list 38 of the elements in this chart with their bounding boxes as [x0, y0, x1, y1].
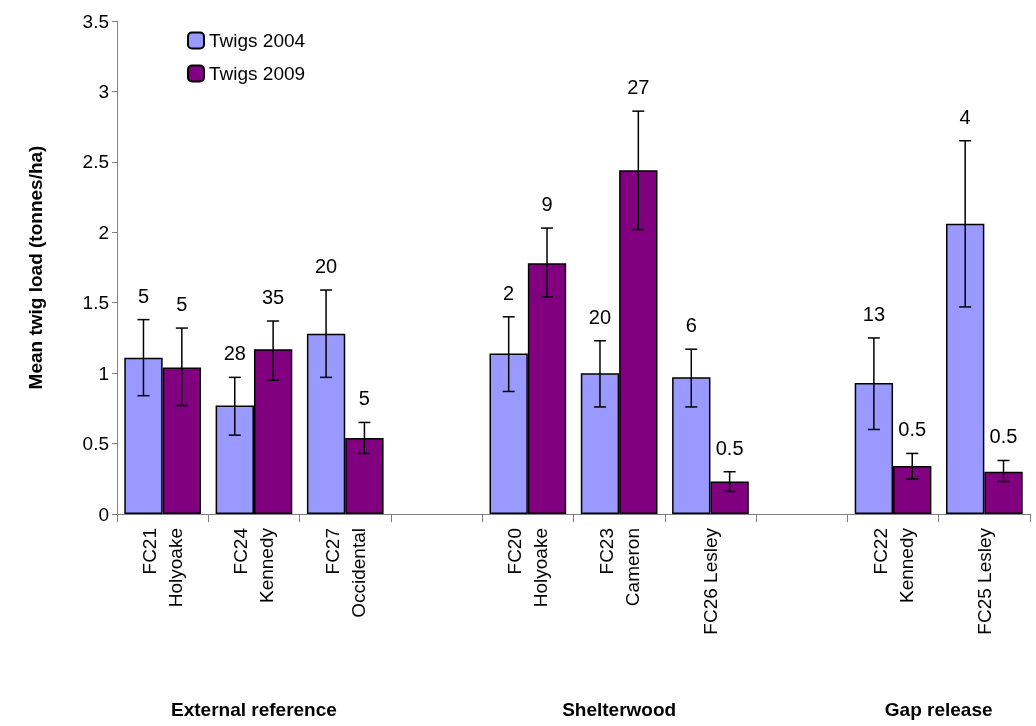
annotation: 2	[503, 281, 515, 304]
legend-label: Twigs 2004	[209, 30, 306, 51]
x-tick-label: FC22 Kennedy	[869, 527, 917, 604]
annotation: 5	[176, 293, 188, 316]
annotation: 13	[862, 302, 885, 325]
annotation: 9	[541, 193, 553, 216]
x-tick-label: FC21 Holyoake	[139, 528, 187, 608]
annotation: 27	[627, 76, 650, 99]
y-axis-title: Mean twig load (tonnes/ha)	[25, 145, 46, 390]
y-tick-label: 0	[98, 503, 109, 525]
y-tick-label: 1.5	[82, 292, 109, 314]
y-tick-label: 1	[98, 362, 109, 384]
y-tick-label: 3	[98, 80, 109, 102]
annotation: 5	[137, 284, 150, 307]
y-tick-label: 2.5	[82, 151, 109, 173]
text: Shelterwood	[562, 699, 677, 720]
x-tick-label: FC24 Kennedy	[230, 527, 278, 604]
annotation: 0.5	[989, 425, 1018, 448]
annotation: 4	[959, 105, 971, 128]
annotation: 6	[685, 314, 697, 337]
y-tick-label: 2	[98, 221, 109, 243]
annotation: 20	[314, 255, 338, 278]
y-tick-label: 0.5	[82, 433, 109, 455]
text: Gap release	[884, 699, 993, 720]
x-tick-label: FC26 Lesley	[699, 527, 721, 635]
annotation: 35	[262, 286, 285, 309]
x-tick-label: FC25 Lesley	[973, 527, 995, 635]
x-tick-label: FC20 Holyoake	[504, 528, 552, 608]
x-tick-label: FC27 Occidental	[321, 528, 369, 618]
x-tick-label: FC23 Cameron	[595, 528, 643, 607]
annotation: 28	[223, 342, 246, 365]
annotation: 0.5	[898, 418, 927, 441]
annotation: 5	[358, 387, 370, 410]
legend-label: Twigs 2009	[209, 63, 306, 84]
annotation: 0.5	[715, 436, 744, 459]
annotation: 20	[588, 305, 612, 328]
y-tick-label: 3.5	[82, 10, 109, 32]
text: External reference	[171, 699, 337, 720]
